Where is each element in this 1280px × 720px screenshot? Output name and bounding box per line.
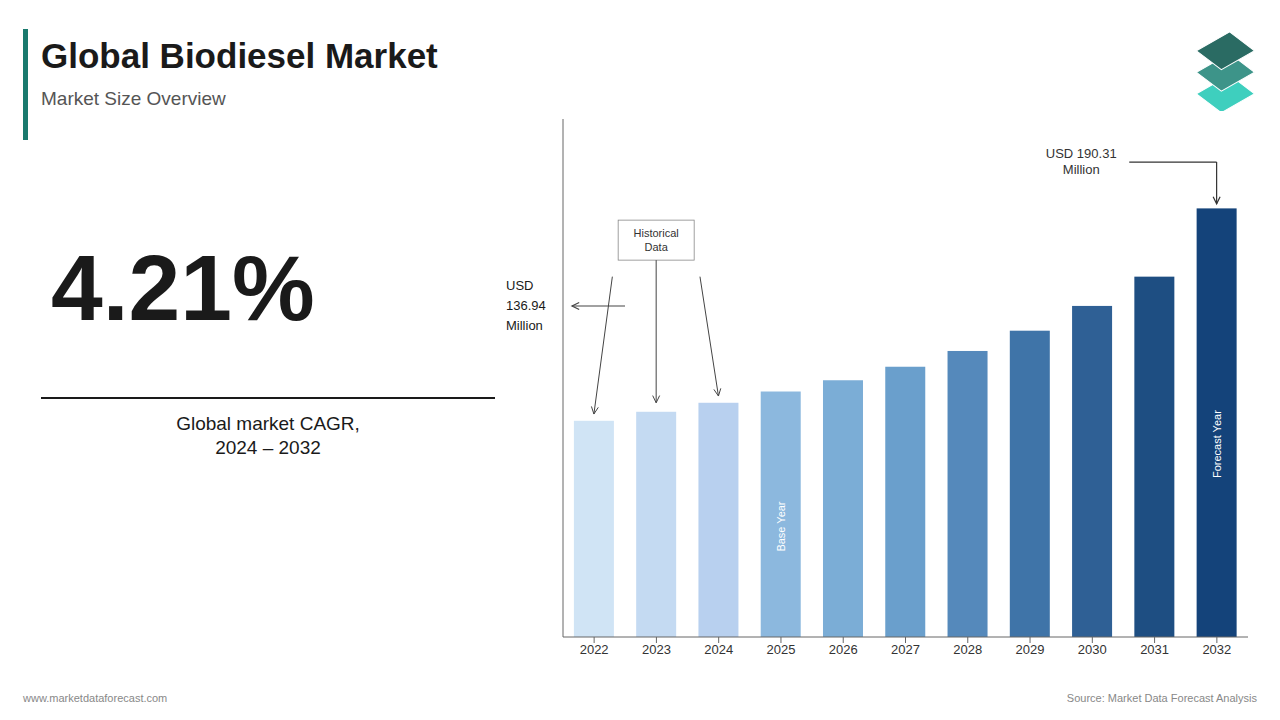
- html-text:www.marketdataforecast.com: www.marketdataforecast.com: [23, 692, 168, 704]
- svg-text:Base Year: Base Year: [775, 501, 787, 551]
- svg-text:2032: 2032: [1202, 642, 1231, 657]
- html-text:Global Biodiesel Market: Global Biodiesel Market: [41, 36, 438, 75]
- svg-text:2022: 2022: [580, 642, 609, 657]
- html-text:Market Size Overview: Market Size Overview: [41, 88, 226, 109]
- svg-text:2024: 2024: [704, 642, 733, 657]
- svg-text:USD 190.31Million: USD 190.31Million: [1046, 146, 1117, 177]
- html-text:USD 136.94 Million: USD 136.94 Million: [506, 278, 546, 333]
- svg-text:2029: 2029: [1016, 642, 1045, 657]
- svg-text:2030: 2030: [1078, 642, 1107, 657]
- svg-text:2023: 2023: [642, 642, 671, 657]
- html-text:Global market CAGR, 2024 – 203: Global market CAGR, 2024 – 2032: [176, 413, 360, 458]
- svg-text:2027: 2027: [891, 642, 920, 657]
- html-text:4.21%: 4.21%: [51, 236, 315, 340]
- html-text:Source: Market Data Forecast A: Source: Market Data Forecast Analysis: [1066, 692, 1257, 704]
- svg-text:2028: 2028: [953, 642, 982, 657]
- svg-text:2031: 2031: [1140, 642, 1169, 657]
- svg-text:HistoricalData: HistoricalData: [634, 227, 679, 253]
- svg-text:2025: 2025: [766, 642, 795, 657]
- svg-text:Forecast Year: Forecast Year: [1211, 410, 1223, 478]
- svg-text:2026: 2026: [829, 642, 858, 657]
